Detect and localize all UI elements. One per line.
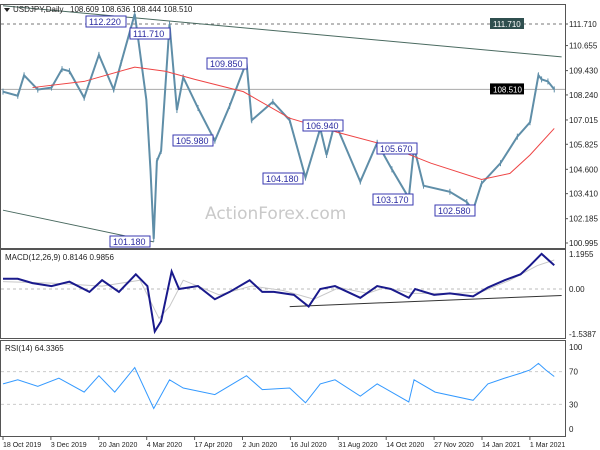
trendline-0	[2, 5, 562, 58]
price-annotation-box	[372, 193, 414, 206]
date-axis-label: 2 Jun 2020	[243, 442, 278, 449]
price-axis-label: 110.655	[569, 42, 598, 51]
date-axis-label: 27 Nov 2020	[434, 442, 474, 449]
ohlc-readout: 108.609 108.636 108.444 108.510	[70, 5, 193, 14]
macd-signal-line	[2, 259, 555, 320]
price-axis-label: 108.240	[569, 91, 598, 100]
price-annotation-box	[129, 27, 171, 40]
price-annotation: 104.180	[266, 174, 299, 184]
macd-axis-label: 0.00	[569, 285, 585, 294]
price-annotation-box	[302, 119, 344, 132]
price-axis-label: 103.410	[569, 190, 598, 199]
date-axis-label: 14 Oct 2020	[386, 442, 424, 449]
price-panel	[0, 4, 566, 249]
price-axis-label: 109.430	[569, 67, 598, 76]
price-axis-label: 104.600	[569, 165, 598, 174]
price-annotation: 105.670	[380, 144, 413, 154]
macd-line	[3, 252, 555, 335]
macd-title: MACD(12,26,9) 0.8146 0.9856	[5, 253, 115, 262]
rsi-title: RSI(14) 64.3365	[5, 344, 64, 353]
date-axis-label: 4 Mar 2020	[147, 442, 183, 449]
price-annotation: 111.710	[133, 29, 164, 39]
price-plot: 112.220 111.710 109.850 105.980 104.180 106.9…	[1, 5, 565, 248]
price-annotation: 106.940	[306, 121, 339, 131]
rsi-panel	[0, 340, 566, 437]
price-annotation-box	[172, 134, 214, 147]
date-axis-label: 20 Jan 2020	[99, 442, 138, 449]
macd-trendline	[289, 294, 562, 308]
price-axis-label: 100.995	[569, 239, 598, 248]
price-annotation-box	[85, 15, 127, 28]
macd-plot	[1, 252, 565, 335]
watermark: ActionForex.com	[205, 204, 346, 224]
rsi-axis-label: 0	[569, 425, 574, 434]
marked-level-tag-bg	[490, 18, 524, 29]
collapse-triangle-icon[interactable]	[4, 8, 10, 12]
macd-axis-label: 1.1955	[569, 250, 594, 259]
price-annotation-box	[109, 235, 151, 248]
rsi-plot	[1, 362, 565, 410]
price-axis-label: 105.825	[569, 140, 598, 149]
price-axis-label: 102.185	[569, 215, 598, 224]
date-axis-label: 14 Jan 2021	[482, 442, 521, 449]
price-axis-label: 107.015	[569, 116, 598, 125]
rsi-axis-label: 70	[569, 368, 578, 377]
price-annotation: 112.220	[89, 17, 121, 27]
current-price-tag: 108.510	[493, 85, 522, 94]
macd-panel	[0, 249, 566, 339]
rsi-line	[2, 362, 555, 410]
date-axis-label: 18 Oct 2019	[3, 442, 41, 449]
current-price-tag-bg	[490, 83, 524, 95]
macd-axis-label: -1.5387	[569, 330, 597, 339]
date-axis-label: 17 Apr 2020	[195, 442, 233, 449]
price-annotation-box	[262, 172, 304, 185]
price-annotation-box	[206, 57, 248, 70]
date-axis-label: 3 Dec 2019	[51, 442, 87, 449]
price-annotation-box	[376, 142, 418, 155]
date-axis-label: 31 Aug 2020	[338, 442, 377, 449]
date-axis-label: 16 Jul 2020	[290, 442, 326, 449]
price-annotation-box	[434, 204, 476, 217]
price-axis-label: 111.710	[569, 20, 597, 29]
price-annotation: 101.180	[113, 237, 146, 247]
price-annotation: 102.580	[438, 206, 471, 216]
price-title: USDJPY,Daily	[13, 5, 64, 14]
rsi-axis-label: 100	[569, 343, 583, 352]
price-annotation: 103.170	[376, 195, 409, 205]
marked-level-tag: 111.710	[493, 20, 521, 29]
rsi-axis-label: 30	[569, 400, 578, 409]
price-annotation: 109.850	[210, 59, 243, 69]
date-axis-label: 1 Mar 2021	[530, 442, 566, 449]
price-annotation: 105.980	[176, 136, 209, 146]
